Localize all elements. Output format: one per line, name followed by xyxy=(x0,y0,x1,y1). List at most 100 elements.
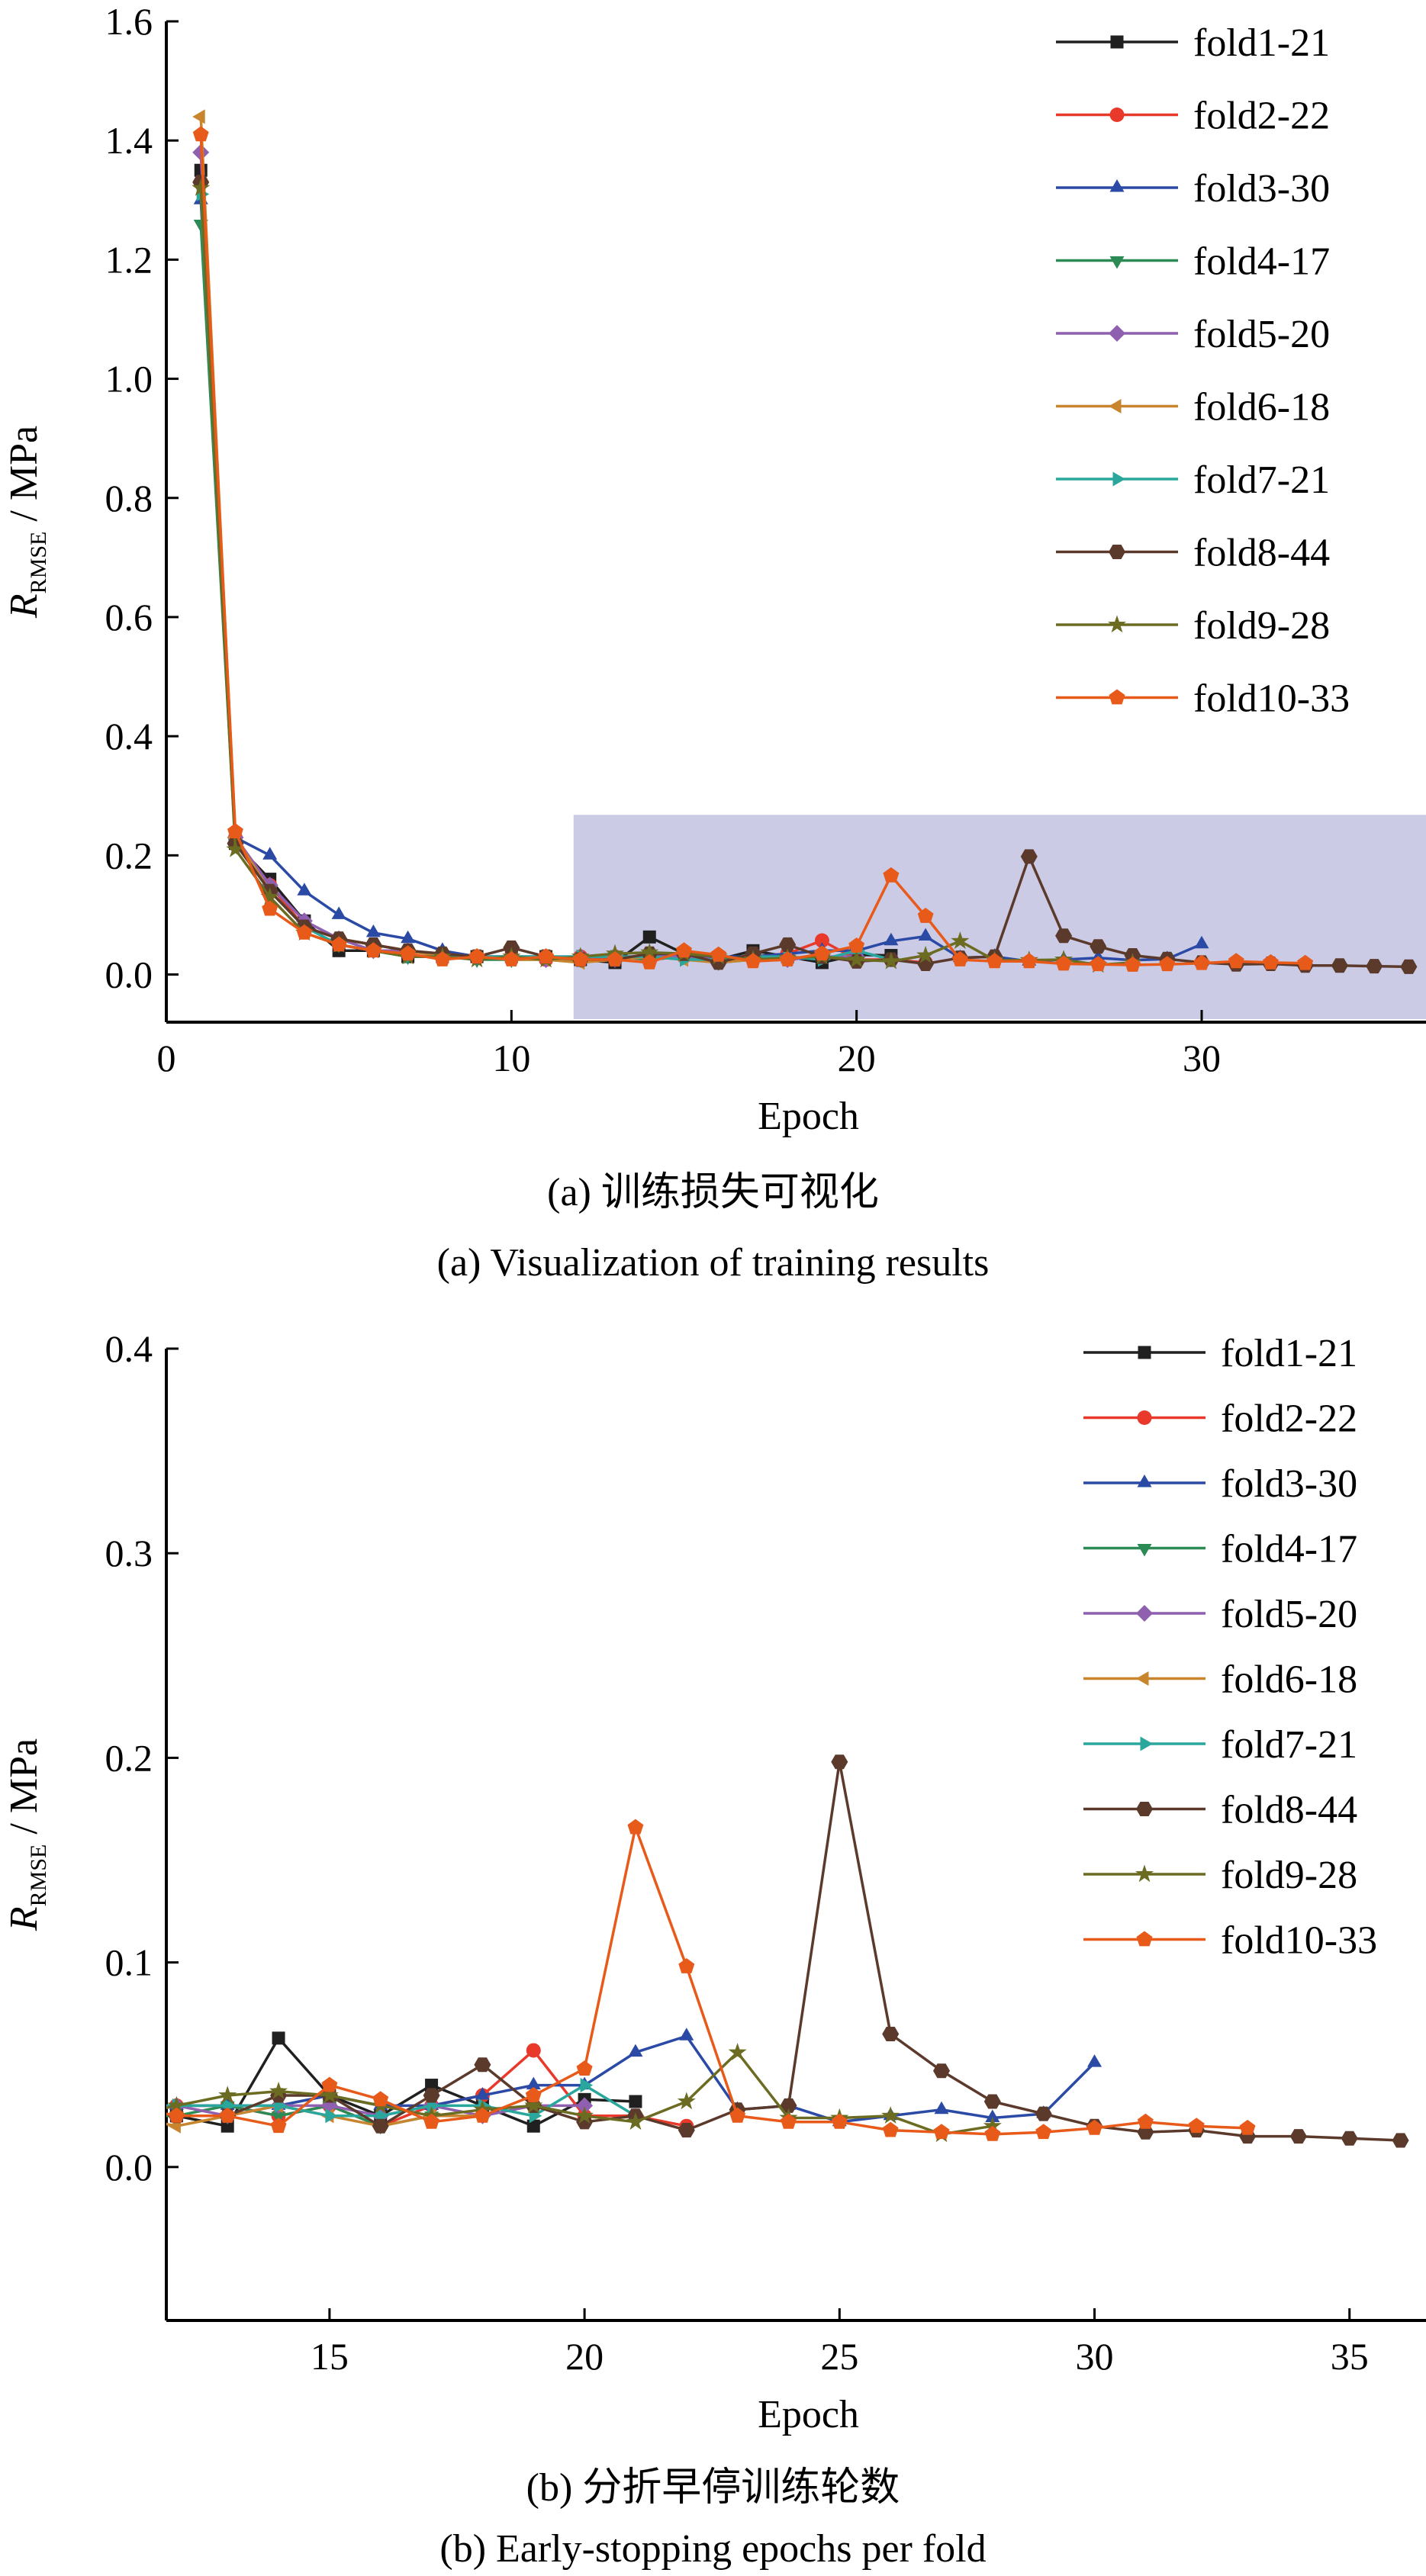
series-line-fold3-30 xyxy=(166,2034,1096,2124)
data-point-fold8-44 xyxy=(372,2118,389,2134)
data-point-fold9-28 xyxy=(192,178,211,196)
y-axis-label-main: R xyxy=(2,593,46,619)
data-point-fold10-33 xyxy=(468,948,485,963)
x-tick-label: 0 xyxy=(157,1037,176,1079)
legend-marker-fold5-20 xyxy=(1136,1605,1153,1622)
data-point-fold8-44 xyxy=(423,2088,440,2103)
data-point-fold8-44 xyxy=(1331,958,1348,973)
legend-marker-fold2-22 xyxy=(1109,108,1125,122)
y-tick-label: 0.3 xyxy=(105,1532,153,1574)
data-point-fold10-33 xyxy=(745,953,761,969)
legend-marker-fold5-20 xyxy=(1109,325,1125,342)
legend-label-fold6-18: fold6-18 xyxy=(1221,1658,1357,1702)
x-tick-label: 15 xyxy=(311,2335,349,2378)
data-point-fold9-28 xyxy=(881,2106,900,2124)
data-point-fold10-33 xyxy=(1090,956,1106,972)
data-point-fold8-44 xyxy=(1366,959,1383,974)
data-point-fold10-33 xyxy=(372,2091,389,2107)
data-point-fold8-44 xyxy=(933,2063,950,2079)
legend-label-fold9-28: fold9-28 xyxy=(1221,1854,1357,1897)
data-point-fold10-33 xyxy=(781,2113,797,2129)
data-point-fold9-28 xyxy=(881,951,900,970)
legend-label-fold8-44: fold8-44 xyxy=(1221,1789,1357,1832)
data-point-fold9-28 xyxy=(320,2086,339,2104)
data-point-fold9-28 xyxy=(916,945,935,963)
data-point-fold8-44 xyxy=(1090,939,1107,954)
data-point-fold10-33 xyxy=(882,2121,899,2137)
series-line-fold4-17 xyxy=(166,2104,432,2127)
x-tick-label: 30 xyxy=(1076,2335,1114,2378)
x-axis-label: Epoch xyxy=(758,2393,859,2436)
data-point-fold9-28 xyxy=(524,2095,543,2114)
data-point-fold10-33 xyxy=(1188,2118,1205,2134)
data-point-fold10-33 xyxy=(1239,2119,1256,2135)
y-axis-label: RRMSE / MPa xyxy=(2,1738,51,1931)
legend-marker-fold4-17 xyxy=(1137,1544,1152,1557)
data-point-fold10-33 xyxy=(270,2118,287,2134)
plot-area xyxy=(192,109,1418,974)
data-point-fold3-30 xyxy=(934,2101,949,2115)
data-point-fold10-33 xyxy=(572,951,589,966)
caption-a-en: (a) Visualization of training results xyxy=(436,1241,990,1285)
legend-marker-fold7-21 xyxy=(1112,471,1125,487)
data-point-fold2-22 xyxy=(526,2043,541,2058)
series-line-fold8-44 xyxy=(166,1761,1401,2142)
data-point-fold8-44 xyxy=(1055,928,1073,944)
y-tick-label: 0.8 xyxy=(105,477,153,519)
y-tick-label: 0.4 xyxy=(105,715,153,757)
data-point-fold10-33 xyxy=(330,936,347,952)
data-point-fold9-28 xyxy=(640,943,659,960)
chart-b: 15 20 25 30 35 0.0 0.1 0.2 0.3 0.4 Epoch RRMSE / MP… xyxy=(2,1327,1426,2436)
data-point-fold10-33 xyxy=(917,908,934,923)
legend-label-fold10-33: fold10-33 xyxy=(1193,677,1350,721)
caption-b-en: (b) Early-stopping epochs per fold xyxy=(439,2527,987,2571)
x-tick-label: 20 xyxy=(565,2335,604,2378)
x-axis-label: Epoch xyxy=(758,1095,859,1138)
data-point-fold8-44 xyxy=(882,2027,900,2041)
legend-marker-fold4-17 xyxy=(1109,256,1125,269)
data-point-fold10-33 xyxy=(321,2076,338,2092)
legend-marker-fold9-28 xyxy=(1135,1864,1154,1883)
data-point-fold10-33 xyxy=(1193,954,1210,970)
data-point-fold10-33 xyxy=(779,951,796,966)
legend-label-fold5-20: fold5-20 xyxy=(1221,1593,1357,1636)
legend-label-fold10-33: fold10-33 xyxy=(1221,1919,1377,1963)
x-tick-label: 10 xyxy=(492,1037,530,1079)
data-point-fold8-44 xyxy=(678,2123,695,2138)
legend-label-fold3-30: fold3-30 xyxy=(1193,167,1330,211)
legend-marker-fold1-21 xyxy=(1138,1346,1151,1359)
data-point-fold10-33 xyxy=(607,951,623,966)
legend-marker-fold10-33 xyxy=(1109,689,1125,705)
data-point-fold8-44 xyxy=(1392,2133,1409,2148)
series-line-fold1-21 xyxy=(166,2037,636,2127)
legend-marker-fold9-28 xyxy=(1108,615,1126,633)
legend-label-fold4-17: fold4-17 xyxy=(1193,240,1330,284)
data-point-fold2-22 xyxy=(814,933,829,948)
legend-label-fold2-22: fold2-22 xyxy=(1193,95,1330,138)
data-point-fold8-44 xyxy=(1341,2131,1358,2146)
data-point-fold10-33 xyxy=(814,945,830,961)
data-point-fold10-33 xyxy=(883,867,900,883)
data-point-fold9-28 xyxy=(218,2086,237,2104)
legend-marker-fold2-22 xyxy=(1137,1410,1152,1425)
data-point-fold9-28 xyxy=(983,2116,1002,2134)
data-point-fold9-28 xyxy=(847,950,866,968)
data-point-fold10-33 xyxy=(192,126,209,142)
caption-a-cn: (a) 训练损失可视化 xyxy=(547,1171,879,1214)
data-point-fold3-30 xyxy=(475,2087,490,2100)
data-point-fold3-30 xyxy=(262,847,278,860)
data-point-fold3-30 xyxy=(401,930,416,944)
legend-label-fold2-22: fold2-22 xyxy=(1221,1397,1357,1441)
data-point-fold6-18 xyxy=(192,109,205,124)
data-point-fold1-21 xyxy=(526,2119,540,2133)
data-point-fold10-33 xyxy=(1125,957,1141,972)
data-point-fold1-21 xyxy=(642,930,656,944)
series-line-fold9-28 xyxy=(166,2050,993,2136)
x-tick-label: 20 xyxy=(838,1037,876,1079)
data-point-fold3-30 xyxy=(985,2109,1000,2122)
data-point-fold10-33 xyxy=(434,951,451,966)
y-tick-label: 0.1 xyxy=(105,1941,153,1984)
data-point-fold10-33 xyxy=(1137,2113,1154,2129)
y-tick-label: 0.4 xyxy=(105,1327,153,1370)
x-tick-label: 25 xyxy=(820,2335,858,2378)
